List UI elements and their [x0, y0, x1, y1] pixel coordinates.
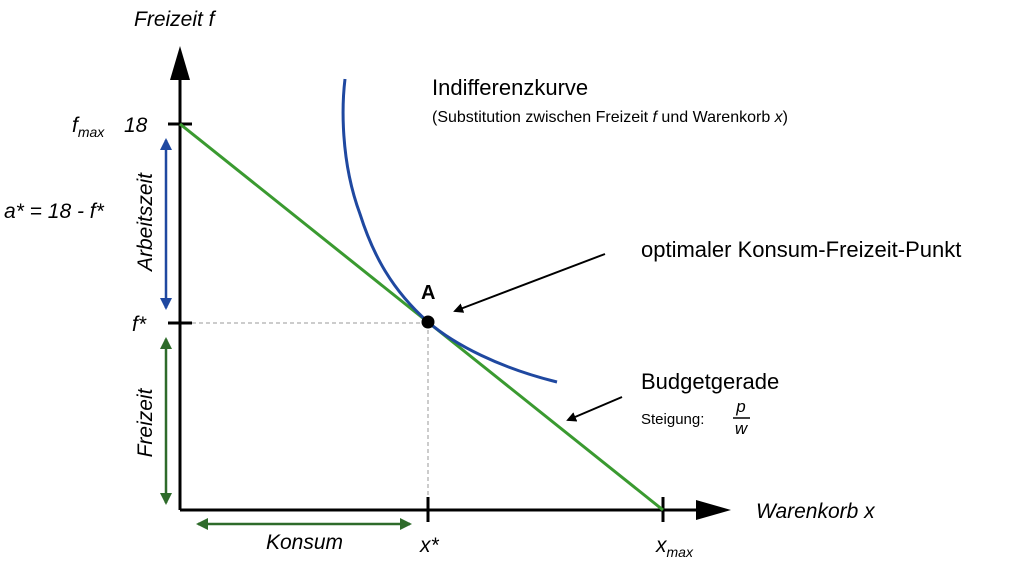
fmax-value: 18	[124, 114, 148, 137]
indifference-curve	[341, 78, 558, 384]
fmax-symbol: f	[72, 114, 80, 137]
konsum-label: Konsum	[266, 531, 343, 554]
indifference-title: Indifferenzkurve	[432, 75, 588, 100]
budget-slope-label: Steigung:	[641, 411, 704, 428]
xmax-symbol: x	[655, 534, 668, 557]
fmax-label: fmax	[72, 114, 105, 140]
budget-title: Budgetgerade	[641, 369, 779, 394]
optimum-annotation: optimaler Konsum-Freizeit-Punkt	[641, 237, 961, 262]
freizeit-label: Freizeit	[134, 387, 157, 457]
x-axis-label: Warenkorb x	[756, 500, 876, 523]
a-star-formula: a* = 18 - f*	[4, 200, 105, 223]
budget-pointer-arrow	[566, 396, 623, 422]
indifference-sub-open: (Substitution zwischen Freizeit	[432, 109, 653, 126]
fstar-label: f*	[132, 313, 147, 336]
indifference-sub-f: f	[653, 109, 659, 126]
indifference-subtitle: (Substitution zwischen Freizeit f und Wa…	[432, 109, 788, 126]
indifference-sub-mid: und Warenkorb	[657, 109, 775, 126]
arbeitszeit-label: Arbeitszeit	[134, 172, 157, 273]
budget-slope-numerator: p	[735, 397, 745, 416]
optimum-point	[421, 315, 435, 329]
x-axis-arrowhead	[696, 500, 731, 520]
xstar-label: x*	[419, 534, 440, 557]
optimum-point-label: A	[421, 282, 435, 304]
xmax-label: xmax	[655, 534, 694, 560]
indifference-sub-close: )	[783, 109, 788, 126]
indifference-sub-x: x	[774, 109, 784, 126]
optimum-pointer-arrow	[453, 253, 606, 313]
y-axis-arrowhead	[170, 46, 190, 80]
budget-slope-denominator: w	[735, 419, 749, 438]
fmax-subscript: max	[78, 124, 105, 140]
y-axis-label: Freizeit f	[134, 8, 217, 31]
xmax-subscript: max	[667, 544, 694, 560]
